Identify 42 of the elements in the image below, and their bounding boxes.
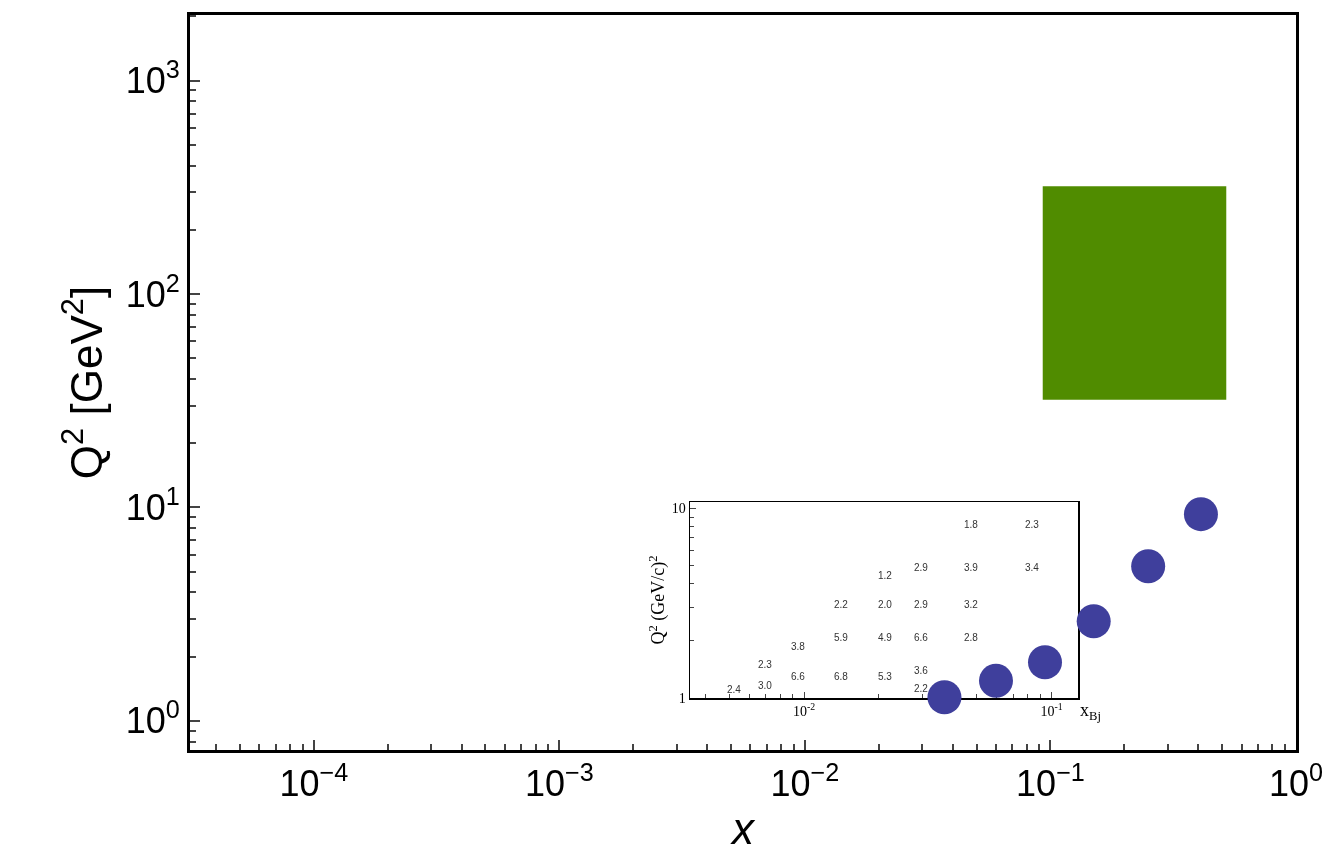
point: [927, 680, 962, 715]
annotation: 6.6: [791, 671, 806, 682]
annotation: 3.0: [758, 680, 773, 691]
annotation: 2.3: [1025, 519, 1040, 530]
x-tick-label: 10$^{−4}$: [279, 758, 349, 805]
annotation: 3.8: [791, 641, 806, 652]
annotation: 2.4: [727, 684, 742, 695]
point: [1183, 497, 1218, 532]
annotation: 1.8: [964, 519, 979, 530]
annotation: 6.6: [914, 632, 929, 643]
point: [979, 663, 1013, 698]
x-tick-label: 10$^{−2}$: [770, 758, 840, 805]
annotation: 5.9: [834, 632, 849, 643]
y-tick-label: 10$^{2}$: [125, 268, 180, 315]
annotation: 5.3: [878, 671, 893, 682]
x-tick-label: 10$^{-1}$: [1040, 701, 1063, 720]
annotation: 2.0: [878, 599, 893, 610]
annotation: 2.3: [758, 659, 773, 670]
x-tick-label: 10$^{-2}$: [792, 701, 816, 720]
annotation: 2.2: [834, 599, 849, 610]
annotation: 2.8: [964, 632, 979, 643]
y-tick-label: 10$^{3}$: [125, 55, 180, 102]
annotation: 2.9: [914, 599, 929, 610]
x-tick-label: 10$^{0}$: [1268, 758, 1324, 805]
y-tick-label: 10$^{1}$: [125, 481, 180, 529]
point: [1131, 549, 1166, 584]
annotation: 3.6: [914, 665, 929, 676]
annotation: 4.9: [878, 632, 893, 643]
x-axis-title: x: [730, 803, 756, 853]
annotation: 2.9: [914, 562, 929, 573]
y-tick-label: 1: [678, 690, 686, 706]
annotation: 3.4: [1025, 562, 1040, 573]
x-tick-label: 10$^{−1}$: [1016, 758, 1085, 805]
x-axis-title: x$_{Bj}$: [1080, 700, 1101, 723]
annotation: 2.2: [914, 683, 929, 694]
point: [1028, 645, 1062, 680]
y-tick-label: 10: [671, 501, 686, 517]
x-tick-label: 10$^{−3}$: [525, 758, 594, 805]
annotation: 3.2: [964, 599, 979, 610]
annotation: 3.9: [964, 562, 979, 573]
annotation: 6.8: [834, 671, 849, 682]
annotation: 1.2: [878, 570, 893, 581]
